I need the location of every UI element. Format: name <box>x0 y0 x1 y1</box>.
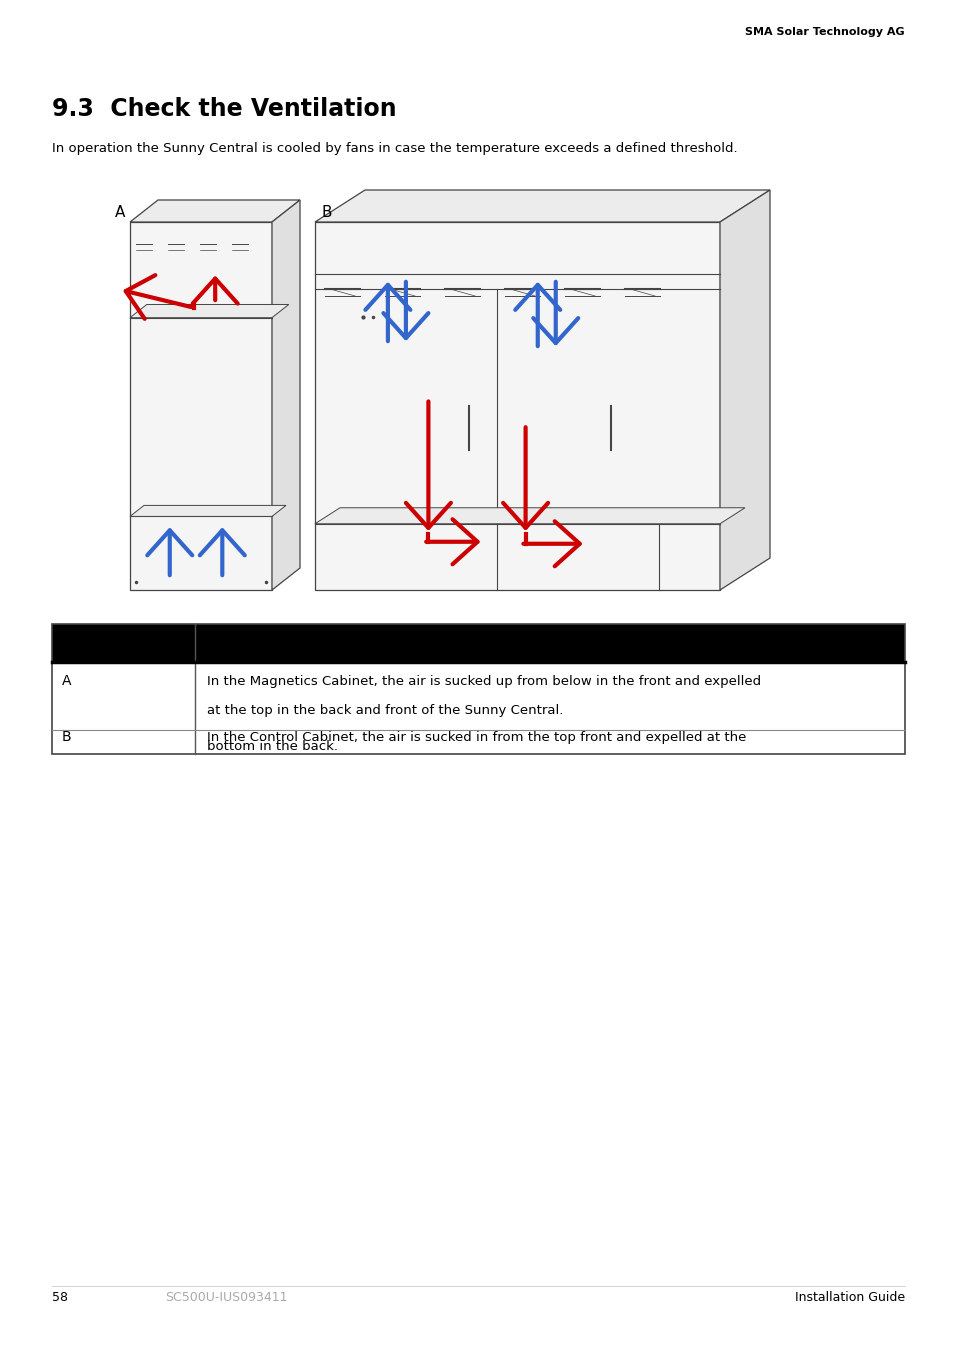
Text: SMA Solar Technology AG: SMA Solar Technology AG <box>744 27 904 37</box>
Polygon shape <box>720 191 769 589</box>
Text: A: A <box>115 206 125 220</box>
Bar <box>52 625 904 754</box>
Text: In the Control Cabinet, the air is sucked in from the top front and expelled at : In the Control Cabinet, the air is sucke… <box>207 730 745 744</box>
Polygon shape <box>314 508 744 523</box>
Text: A: A <box>62 675 71 688</box>
Text: 9.3  Check the Ventilation: 9.3 Check the Ventilation <box>52 97 396 120</box>
Text: Installation Guide: Installation Guide <box>794 1291 904 1303</box>
Text: 58: 58 <box>52 1291 68 1303</box>
Text: SC500U-IUS093411: SC500U-IUS093411 <box>165 1291 287 1303</box>
Bar <box>52 625 904 662</box>
Text: Description: Description <box>207 635 296 650</box>
Polygon shape <box>130 200 299 222</box>
Text: B: B <box>62 730 71 744</box>
Text: at the top in the back and front of the Sunny Central.: at the top in the back and front of the … <box>207 704 563 718</box>
Polygon shape <box>130 506 286 516</box>
Bar <box>150 522 252 557</box>
Polygon shape <box>130 304 289 318</box>
Text: B: B <box>322 206 333 220</box>
Text: In operation the Sunny Central is cooled by fans in case the temperature exceeds: In operation the Sunny Central is cooled… <box>52 142 737 155</box>
Text: In the Magnetics Cabinet, the air is sucked up from below in the front and expel: In the Magnetics Cabinet, the air is suc… <box>207 675 760 688</box>
Bar <box>527 534 626 558</box>
Polygon shape <box>272 200 299 589</box>
Polygon shape <box>314 222 720 589</box>
Text: Position: Position <box>62 635 126 650</box>
Polygon shape <box>314 191 769 222</box>
Bar <box>355 307 383 324</box>
Polygon shape <box>130 222 272 589</box>
Text: bottom in the back.: bottom in the back. <box>207 740 337 753</box>
Bar <box>345 534 444 558</box>
